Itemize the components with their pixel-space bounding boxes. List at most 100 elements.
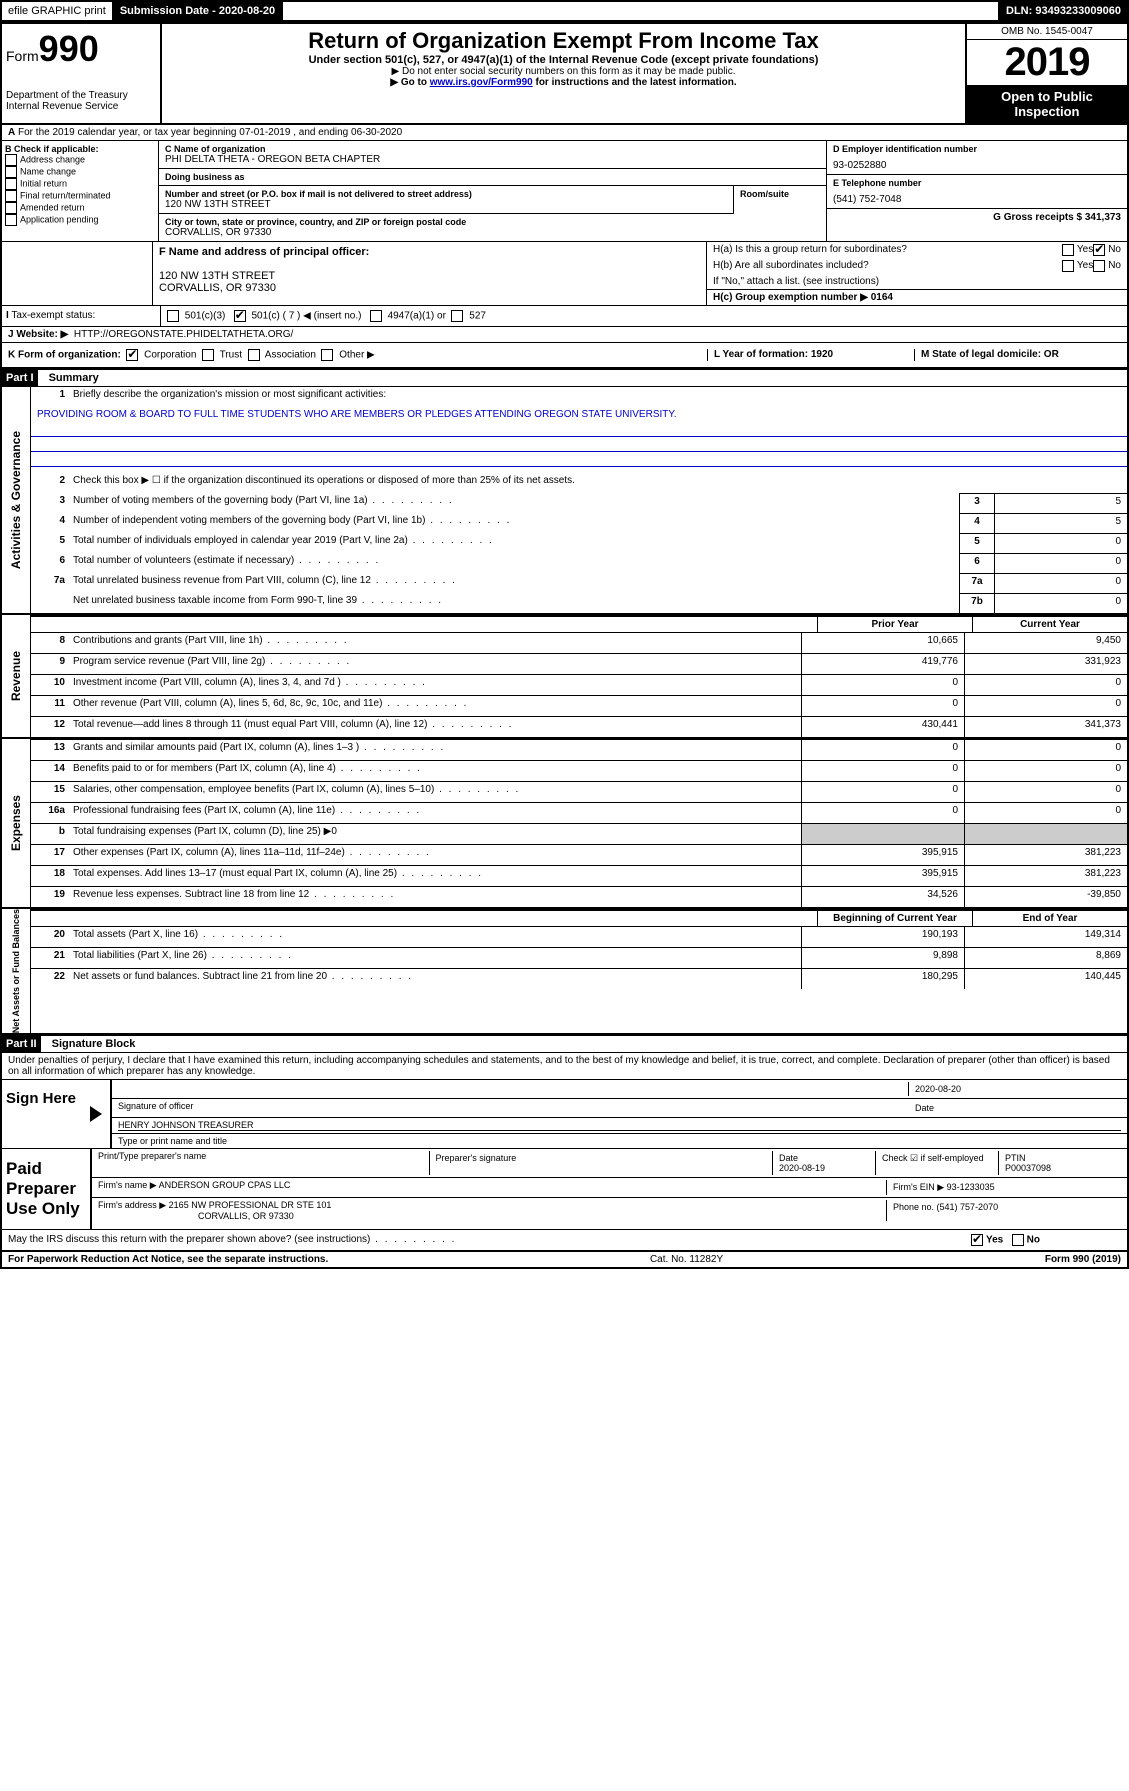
discuss-yes[interactable] [971,1234,983,1246]
k-trust: Trust [220,350,242,361]
col-current: Current Year [972,617,1127,632]
rev-vert-label: Revenue [2,615,31,737]
opt-527: 527 [469,311,486,322]
net-row: 22Net assets or fund balances. Subtract … [31,968,1127,989]
form-subtitle: Under section 501(c), 527, or 4947(a)(1)… [166,54,961,66]
j-label: J Website: ▶ [8,329,68,340]
hb-yes[interactable] [1062,260,1074,272]
firm-ein: Firm's EIN ▶ 93-1233035 [886,1180,1121,1195]
note2-pre: ▶ Go to [390,77,429,88]
top-spacer [283,2,998,20]
note2-post: for instructions and the latest informat… [533,77,737,88]
prep-name-label: Print/Type preparer's name [98,1151,429,1175]
b-item-5: Application pending [20,214,99,224]
firm-addr2: CORVALLIS, OR 97330 [98,1211,294,1221]
website-url[interactable]: HTTP://OREGONSTATE.PHIDELTATHETA.ORG/ [74,329,293,340]
revenue-section: Revenue Prior Year Current Year 8Contrib… [2,615,1127,739]
exp-row: 13Grants and similar amounts paid (Part … [31,739,1127,760]
checkbox-name[interactable] [5,166,17,178]
irs-label: Internal Revenue Service [6,101,156,112]
form-title: Return of Organization Exempt From Incom… [166,28,961,54]
omb-number: OMB No. 1545-0047 [967,24,1127,40]
street-label: Number and street (or P.O. box if mail i… [165,189,727,199]
cb-527[interactable] [451,310,463,322]
discuss-row: May the IRS discuss this return with the… [2,1230,1127,1252]
line-a-text: For the 2019 calendar year, or tax year … [18,127,402,138]
hb-no[interactable] [1093,260,1105,272]
discuss-no[interactable] [1012,1234,1024,1246]
sign-date-label: Date [909,1101,1121,1115]
header-left: Form990 Department of the Treasury Inter… [2,24,162,123]
h-b-note: If "No," attach a list. (see instruction… [707,274,1127,289]
header-center: Return of Organization Exempt From Incom… [162,24,965,123]
k-label: K Form of organization: [8,350,121,361]
checkbox-final[interactable] [5,190,17,202]
firm-name: ANDERSON GROUP CPAS LLC [159,1180,291,1190]
part2-header: Part II Signature Block [2,1035,1127,1053]
checkbox-pending[interactable] [5,214,17,226]
cb-4947[interactable] [370,310,382,322]
tax-year: 2019 [967,40,1127,85]
form-header: Form990 Department of the Treasury Inter… [2,24,1127,125]
col-prior: Prior Year [817,617,972,632]
street-value: 120 NW 13TH STREET [165,199,727,210]
cb-501c[interactable] [234,310,246,322]
officer-name: HENRY JOHNSON TREASURER [118,1120,1121,1131]
cb-trust[interactable] [202,349,214,361]
part2-title: Signature Block [44,1038,136,1050]
arrow-icon [90,1106,102,1122]
opt-501c3: 501(c)(3) [185,311,226,322]
no-2: No [1108,260,1121,272]
part2-label: Part II [2,1036,41,1052]
blue-line-3 [31,452,1127,467]
b-item-2: Initial return [20,178,67,188]
yes-2: Yes [1077,260,1093,272]
f-label: F Name and address of principal officer: [159,246,369,258]
cb-other[interactable] [321,349,333,361]
exp-row: 19Revenue less expenses. Subtract line 1… [31,886,1127,907]
city-label: City or town, state or province, country… [165,217,820,227]
line-l: L Year of formation: 1920 [714,349,833,360]
prep-date-label: Date [779,1153,798,1163]
cb-501c3[interactable] [167,310,179,322]
ha-no[interactable] [1093,244,1105,256]
cb-corp[interactable] [126,349,138,361]
h-b: H(b) Are all subordinates included? [713,260,1062,272]
b-item-1: Name change [20,166,76,176]
firm-addr-label: Firm's address ▶ [98,1200,166,1210]
col-end: End of Year [972,911,1127,926]
sign-date: 2020-08-20 [908,1082,1121,1096]
rev-row: 11Other revenue (Part VIII, column (A), … [31,695,1127,716]
paid-preparer-section: Paid Preparer Use Only Print/Type prepar… [2,1149,1127,1230]
gov-row: 7aTotal unrelated business revenue from … [31,573,1127,593]
firm-name-label: Firm's name ▶ [98,1180,157,1190]
footer: For Paperwork Reduction Act Notice, see … [2,1252,1127,1267]
irs-link[interactable]: www.irs.gov/Form990 [430,77,533,88]
line-klm: K Form of organization: Corporation Trus… [2,343,1127,369]
gov-vert-label: Activities & Governance [2,387,31,613]
section-b: B Check if applicable: Address change Na… [2,141,159,241]
line-m: M State of legal domicile: OR [921,349,1059,360]
part1-title: Summary [41,372,99,384]
form-number: 990 [39,28,99,69]
b-item-3: Final return/terminated [20,190,111,200]
cb-assoc[interactable] [248,349,260,361]
ptin-value: P00037098 [1005,1163,1051,1173]
form-label: Form [6,48,39,64]
checkbox-initial[interactable] [5,178,17,190]
prep-date: 2020-08-19 [779,1163,825,1173]
f-line2: CORVALLIS, OR 97330 [159,282,276,294]
netassets-section: Net Assets or Fund Balances Beginning of… [2,909,1127,1035]
section-f: F Name and address of principal officer:… [153,242,707,305]
checkbox-amended[interactable] [5,202,17,214]
net-col-header: Beginning of Current Year End of Year [31,909,1127,926]
efile-label[interactable]: efile GRAPHIC print [2,2,112,20]
paid-label: Paid Preparer Use Only [2,1149,90,1229]
net-row: 21Total liabilities (Part X, line 26)9,8… [31,947,1127,968]
checkbox-address[interactable] [5,154,17,166]
ha-yes[interactable] [1062,244,1074,256]
governance-section: Activities & Governance 1 Briefly descri… [2,387,1127,615]
dln: DLN: 93493233009060 [1000,2,1127,20]
mission-text: PROVIDING ROOM & BOARD TO FULL TIME STUD… [31,407,1127,422]
line-i: I Tax-exempt status: 501(c)(3) 501(c) ( … [2,306,1127,327]
